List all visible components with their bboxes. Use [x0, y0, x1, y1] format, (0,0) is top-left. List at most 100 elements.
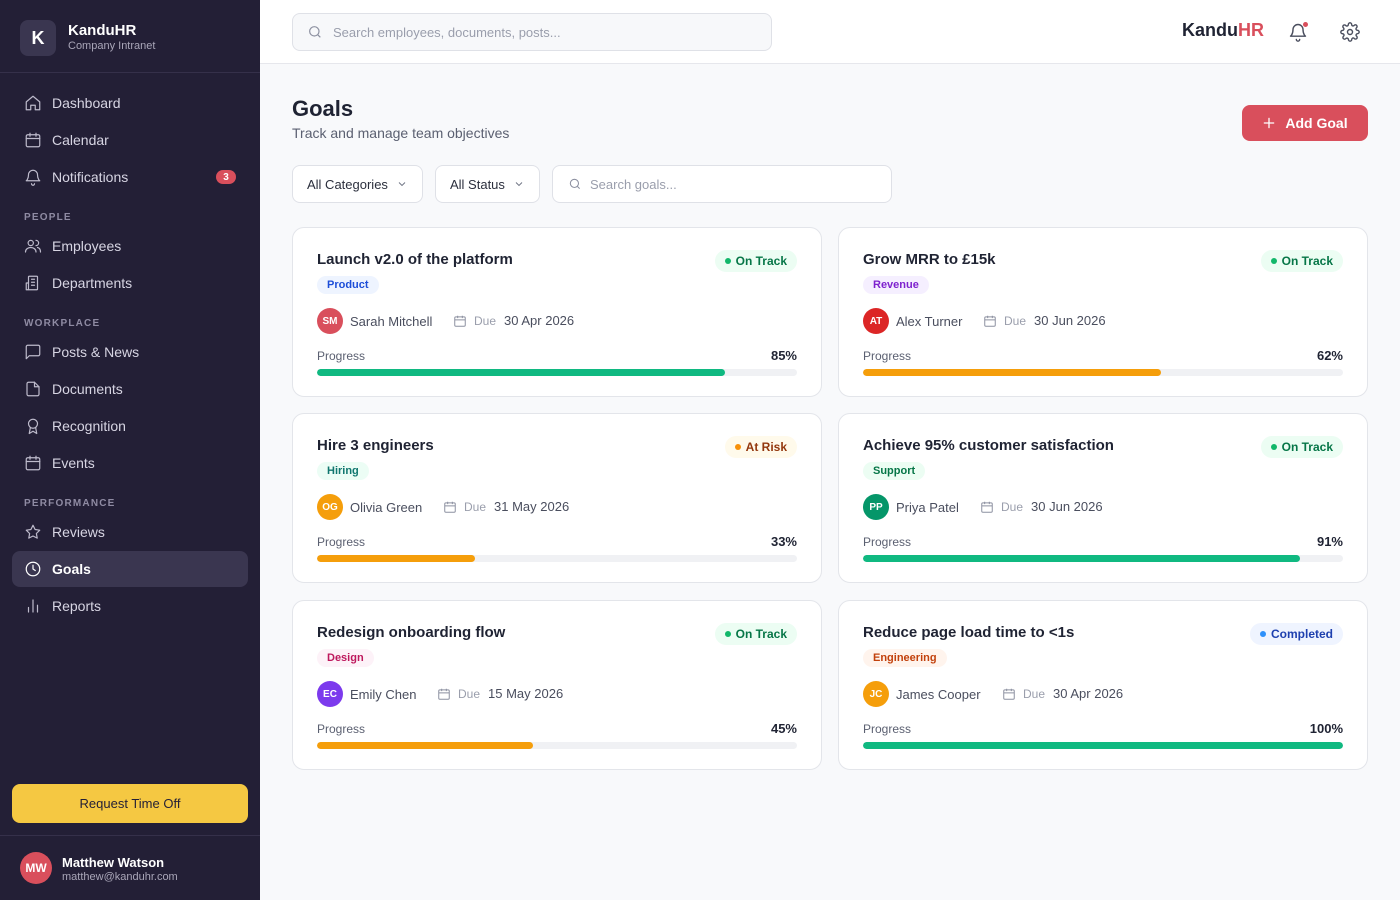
goal-title: Launch v2.0 of the platform — [317, 251, 513, 268]
global-search-input[interactable]: Search employees, documents, posts... — [292, 13, 772, 51]
progress-bar — [317, 742, 797, 749]
notifications-button[interactable] — [1286, 20, 1310, 44]
request-time-off-button[interactable]: Request Time Off — [12, 784, 248, 823]
category-filter-value: All Categories — [307, 176, 388, 192]
search-icon — [569, 178, 581, 190]
add-goal-label: Add Goal — [1285, 115, 1348, 131]
sidebar-item-notifications[interactable]: Notifications 3 — [12, 159, 248, 195]
sidebar-item-label: Goals — [52, 561, 91, 577]
status-filter[interactable]: All Status — [435, 165, 540, 203]
sidebar-item-posts[interactable]: Posts & News — [12, 334, 248, 370]
sidebar-item-documents[interactable]: Documents — [12, 371, 248, 407]
sidebar-item-calendar[interactable]: Calendar — [12, 122, 248, 158]
avatar: EC — [317, 681, 343, 707]
calendar-icon — [438, 688, 450, 700]
sidebar-item-label: Dashboard — [52, 95, 121, 111]
due-date-value: 15 May 2026 — [488, 686, 564, 701]
target-icon — [25, 561, 41, 577]
due-date: Due 30 Jun 2026 — [983, 313, 1106, 328]
progress-percent: 45% — [770, 721, 797, 736]
status-label: At Risk — [745, 440, 787, 454]
status-badge: On Track — [1260, 250, 1343, 272]
goal-title: Redesign onboarding flow — [317, 624, 506, 641]
page-subtitle: Track and manage team objectives — [292, 125, 510, 141]
header-brand-main: Kandu — [1182, 20, 1238, 40]
progress-percent: 100% — [1309, 721, 1343, 736]
status-badge: On Track — [1260, 436, 1343, 458]
bar-chart-icon — [27, 599, 39, 613]
users-icon — [24, 239, 42, 253]
status-dot — [734, 444, 741, 450]
goal-card[interactable]: Hire 3 engineers At Risk Hiring OG Olivi… — [292, 413, 822, 583]
due-label: Due — [474, 313, 497, 328]
progress-percent: 62% — [1316, 348, 1343, 363]
sidebar-item-reports[interactable]: Reports — [12, 588, 248, 624]
award-icon — [27, 418, 39, 435]
header-brand-accent: HR — [1238, 20, 1264, 40]
search-placeholder: Search employees, documents, posts... — [333, 24, 561, 40]
sidebar-item-label: Calendar — [52, 132, 109, 148]
sidebar-item-events[interactable]: Events — [12, 445, 248, 481]
sidebar-item-employees[interactable]: Employees — [12, 228, 248, 264]
goal-owner: Priya Patel — [896, 500, 959, 515]
sidebar-item-label: Recognition — [52, 418, 126, 434]
goal-title: Grow MRR to £15k — [863, 251, 996, 268]
section-label-people: PEOPLE — [24, 212, 72, 223]
goal-card[interactable]: Grow MRR to £15k On Track Revenue AT Ale… — [838, 227, 1368, 397]
due-date-value: 31 May 2026 — [494, 499, 570, 514]
category-tag: Hiring — [317, 462, 369, 480]
notification-dot — [1303, 22, 1308, 27]
status-badge: On Track — [714, 623, 797, 645]
calendar-icon — [1003, 688, 1015, 700]
progress-label: Progress — [317, 722, 366, 736]
goal-card[interactable]: Launch v2.0 of the platform On Track Pro… — [292, 227, 822, 397]
user-email: matthew@kanduhr.com — [62, 871, 178, 883]
goal-search-input[interactable]: Search goals... — [552, 165, 892, 203]
calendar-icon — [444, 501, 456, 513]
calendar-icon — [25, 455, 41, 471]
due-date-value: 30 Apr 2026 — [1053, 686, 1124, 701]
goal-owner: Olivia Green — [350, 500, 423, 515]
avatar[interactable]: MW — [20, 852, 52, 884]
due-date-value: 30 Apr 2026 — [504, 313, 575, 328]
sidebar-divider — [0, 72, 260, 73]
status-dot — [1259, 631, 1266, 637]
avatar: PP — [863, 494, 889, 520]
status-label: Completed — [1270, 627, 1333, 641]
sidebar-item-departments[interactable]: Departments — [12, 265, 248, 301]
goal-title: Hire 3 engineers — [317, 437, 434, 454]
progress-fill — [863, 555, 1300, 562]
sidebar-item-label: Employees — [52, 238, 122, 254]
sidebar-item-reviews[interactable]: Reviews — [12, 514, 248, 550]
page-title: Goals — [292, 96, 354, 121]
progress-label: Progress — [317, 535, 366, 549]
add-goal-button[interactable]: Add Goal — [1242, 105, 1368, 141]
settings-button[interactable] — [1338, 20, 1362, 44]
sidebar-item-label: Events — [52, 455, 95, 471]
goal-card[interactable]: Redesign onboarding flow On Track Design… — [292, 600, 822, 770]
goal-card[interactable]: Reduce page load time to <1s Completed E… — [838, 600, 1368, 770]
calendar-icon — [454, 315, 466, 327]
category-filter[interactable]: All Categories — [292, 165, 423, 203]
sidebar-item-recognition[interactable]: Recognition — [12, 408, 248, 444]
category-tag: Design — [317, 649, 374, 667]
sidebar-item-dashboard[interactable]: Dashboard — [12, 85, 248, 121]
chevron-down-icon — [515, 182, 523, 187]
status-label: On Track — [735, 627, 787, 641]
avatar: JC — [863, 681, 889, 707]
section-label-workplace: WORKPLACE — [24, 318, 101, 329]
due-date: Due 15 May 2026 — [437, 686, 563, 701]
avatar: AT — [863, 308, 889, 334]
user-name: Matthew Watson — [62, 855, 165, 870]
sidebar-item-goals[interactable]: Goals — [12, 551, 248, 587]
notification-count-badge: 3 — [216, 170, 236, 184]
progress-label: Progress — [863, 349, 912, 363]
progress-bar — [317, 555, 797, 562]
status-label: On Track — [1281, 254, 1333, 268]
due-date: Due 30 Apr 2026 — [453, 313, 574, 328]
goal-card[interactable]: Achieve 95% customer satisfaction On Tra… — [838, 413, 1368, 583]
brand-logo: K — [20, 20, 56, 56]
category-tag: Product — [317, 276, 379, 294]
star-icon — [25, 524, 41, 539]
brand[interactable]: K KanduHR Company Intranet — [20, 20, 155, 56]
